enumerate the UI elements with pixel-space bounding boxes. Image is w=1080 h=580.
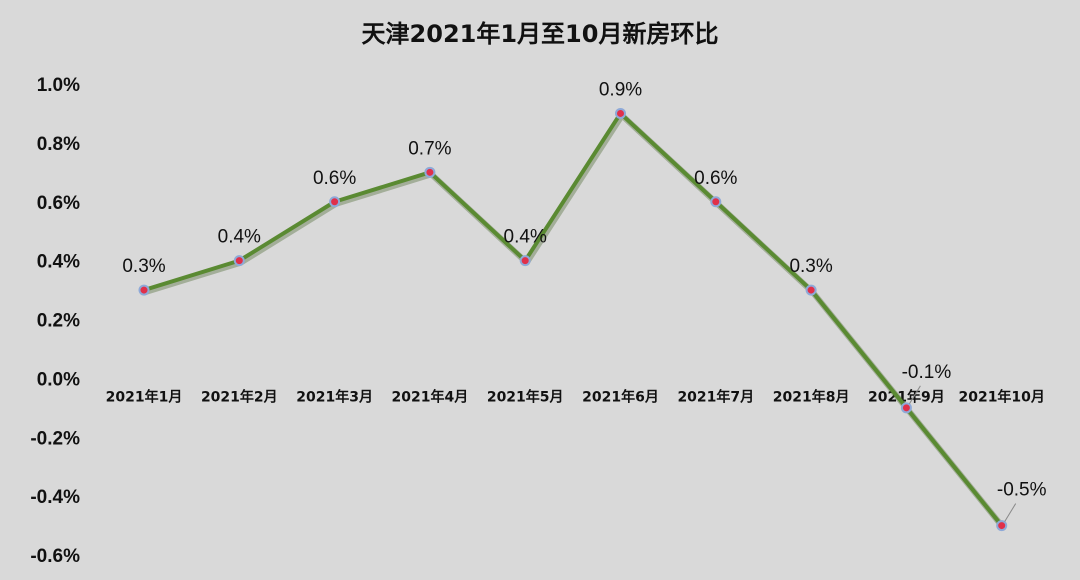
data-label: 0.6% <box>694 168 737 189</box>
y-tick-label: 0.6% <box>37 193 80 214</box>
x-tick-label: 2021年3月 <box>296 388 373 405</box>
y-tick-label: 0.2% <box>37 311 80 332</box>
y-tick-label: -0.4% <box>30 487 80 508</box>
series-line-shadow <box>142 112 1007 531</box>
data-point <box>615 107 626 119</box>
x-tick-label: 2021年7月 <box>677 388 754 405</box>
x-tick-label: 2021年6月 <box>582 388 659 405</box>
data-label: -0.5% <box>997 480 1047 501</box>
x-tick-label: 2021年10月 <box>958 388 1044 405</box>
data-point <box>805 284 817 296</box>
data-label: -0.1% <box>902 362 952 383</box>
y-tick-label: -0.2% <box>30 428 80 449</box>
x-tick-label: 2021年5月 <box>487 388 564 405</box>
data-label: 0.6% <box>313 168 356 189</box>
x-tick-label: 2021年2月 <box>201 388 278 405</box>
y-tick-label: 0.0% <box>37 369 80 390</box>
data-label: 0.4% <box>504 227 547 248</box>
data-label-leader <box>1004 503 1017 522</box>
data-label: 0.3% <box>789 256 832 277</box>
data-label: 0.9% <box>599 79 642 100</box>
data-label: 0.4% <box>218 227 261 248</box>
series-line <box>142 111 1004 528</box>
x-tick-label: 2021年4月 <box>392 388 469 405</box>
data-point <box>900 402 912 414</box>
data-point <box>519 255 531 267</box>
x-tick-label: 2021年8月 <box>773 388 850 405</box>
y-tick-label: 1.0% <box>37 75 80 96</box>
x-tick-label: 2021年1月 <box>106 388 183 405</box>
chart-title: 天津2021年1月至10月新房环比 <box>361 20 719 48</box>
data-point <box>710 196 722 208</box>
data-point <box>996 520 1008 532</box>
y-tick-label: 0.8% <box>37 134 80 155</box>
x-tick-label: 2021年9月 <box>868 388 945 405</box>
data-point <box>424 166 436 178</box>
data-point <box>138 284 150 296</box>
data-label: 0.7% <box>408 138 451 159</box>
data-label: 0.3% <box>122 256 165 277</box>
data-label-leader <box>908 385 921 405</box>
data-point <box>233 255 245 267</box>
y-tick-label: 0.4% <box>37 252 80 273</box>
y-tick-label: -0.6% <box>30 546 80 567</box>
data-point <box>329 196 341 208</box>
